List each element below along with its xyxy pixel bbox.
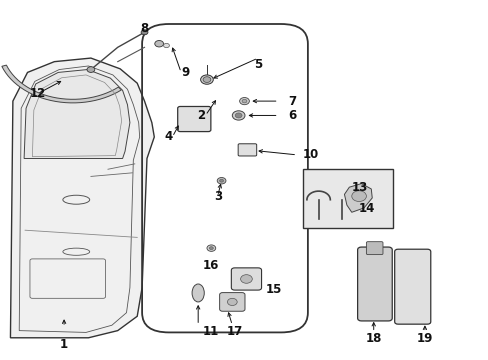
Polygon shape (24, 69, 130, 158)
Text: 2: 2 (197, 109, 205, 122)
Circle shape (242, 99, 246, 103)
Circle shape (87, 67, 95, 72)
Text: 14: 14 (358, 202, 375, 215)
Polygon shape (344, 184, 371, 212)
Circle shape (200, 75, 213, 84)
Text: 13: 13 (351, 181, 367, 194)
Bar (303, 169, 392, 228)
Text: 5: 5 (253, 58, 262, 71)
Circle shape (141, 30, 148, 35)
Text: 3: 3 (214, 190, 222, 203)
Text: 7: 7 (288, 95, 296, 108)
FancyBboxPatch shape (394, 249, 430, 324)
Text: 16: 16 (203, 259, 219, 272)
Circle shape (203, 77, 210, 82)
FancyBboxPatch shape (177, 107, 210, 132)
Circle shape (217, 177, 225, 184)
Circle shape (155, 41, 163, 47)
FancyBboxPatch shape (357, 247, 391, 321)
Circle shape (219, 179, 223, 182)
Circle shape (235, 113, 242, 118)
Ellipse shape (192, 284, 204, 302)
Polygon shape (2, 65, 121, 103)
FancyBboxPatch shape (231, 268, 261, 290)
Text: 9: 9 (181, 66, 189, 79)
Text: 4: 4 (164, 130, 172, 144)
Circle shape (209, 247, 213, 249)
Text: 18: 18 (365, 332, 381, 345)
Text: 8: 8 (140, 22, 148, 35)
Text: 12: 12 (30, 87, 46, 100)
FancyBboxPatch shape (238, 144, 256, 156)
Text: 15: 15 (265, 283, 281, 296)
Circle shape (163, 43, 169, 48)
Circle shape (227, 298, 237, 306)
Text: 19: 19 (416, 332, 432, 345)
Text: 17: 17 (226, 325, 243, 338)
Polygon shape (10, 58, 154, 338)
Text: 10: 10 (303, 148, 319, 161)
FancyBboxPatch shape (219, 293, 244, 311)
FancyBboxPatch shape (366, 242, 382, 255)
Circle shape (206, 245, 215, 251)
Text: 11: 11 (202, 325, 218, 338)
Circle shape (239, 98, 249, 105)
Text: 6: 6 (288, 109, 296, 122)
Circle shape (351, 191, 366, 202)
Text: 1: 1 (60, 338, 68, 351)
Circle shape (240, 275, 252, 283)
Circle shape (232, 111, 244, 120)
